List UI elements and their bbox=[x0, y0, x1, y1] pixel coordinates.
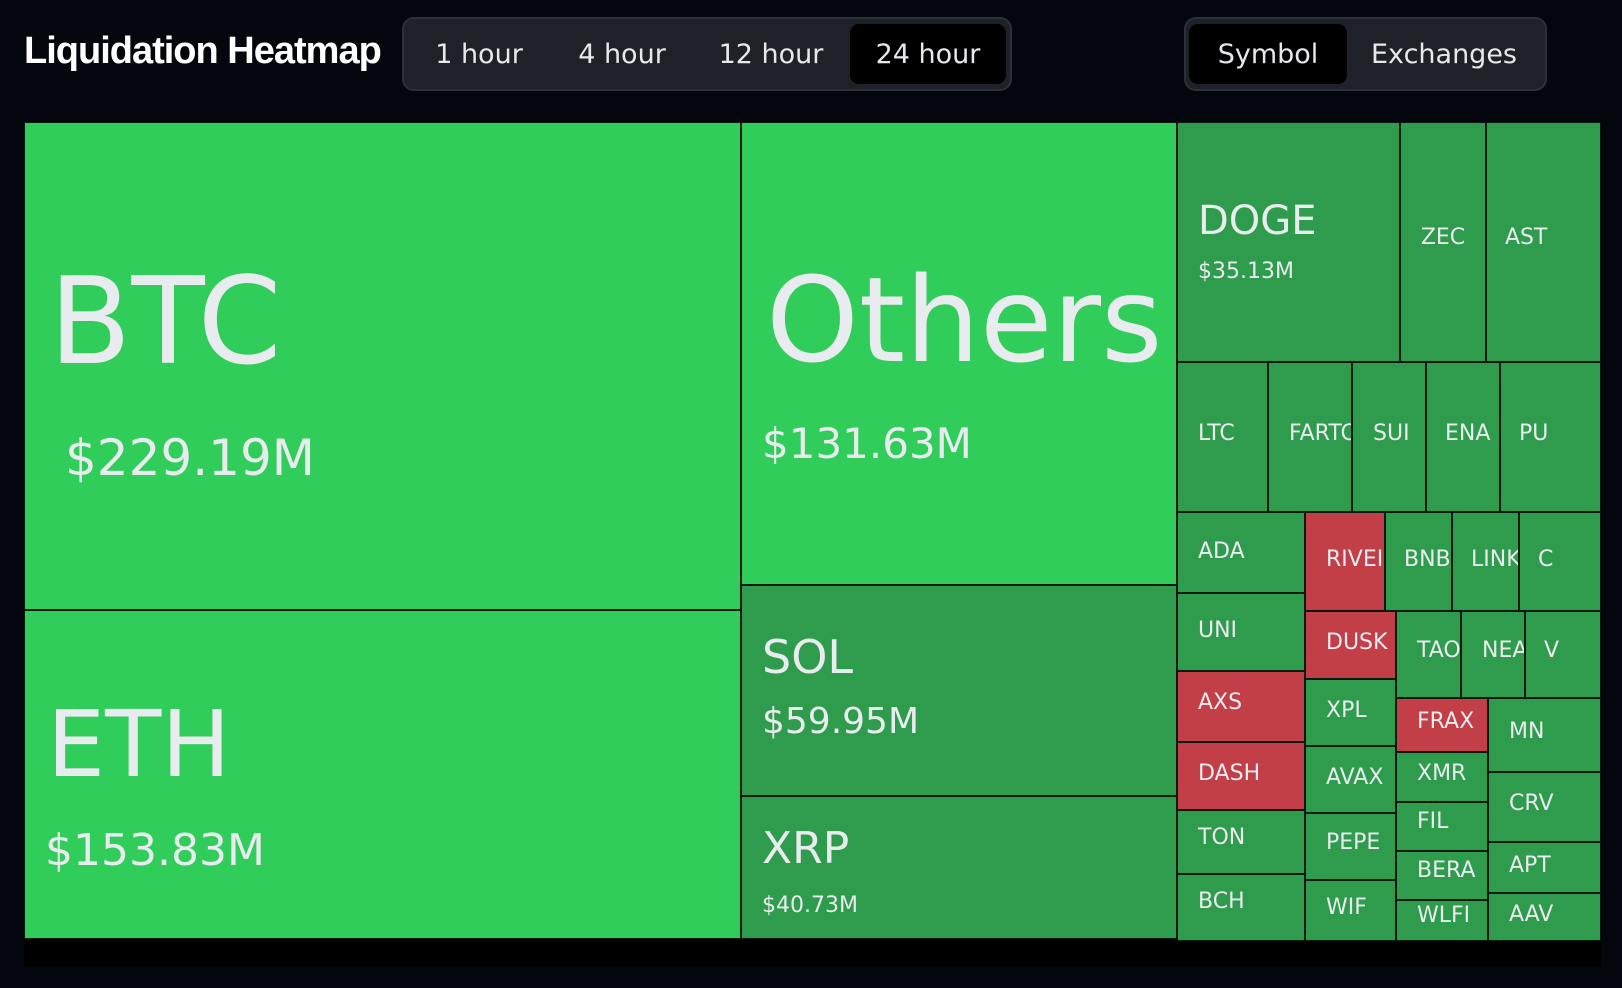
tile-wif[interactable]: WIF bbox=[1305, 880, 1396, 941]
tile-xpl[interactable]: XPL bbox=[1305, 679, 1396, 746]
tile-fartc[interactable]: FARTC bbox=[1268, 362, 1352, 512]
tile-eth[interactable]: ETH $153.83M bbox=[24, 610, 741, 939]
tile-symbol: AXS bbox=[1198, 690, 1243, 715]
tile-mn[interactable]: MN bbox=[1488, 698, 1601, 772]
tile-sol[interactable]: SOL $59.95M bbox=[741, 585, 1177, 796]
tile-bnb[interactable]: BNB bbox=[1385, 512, 1452, 611]
tile-apt[interactable]: APT bbox=[1488, 842, 1601, 893]
tile-symbol: PU bbox=[1519, 421, 1549, 446]
tile-bera[interactable]: BERA bbox=[1396, 851, 1488, 900]
tile-symbol: PEPE bbox=[1326, 830, 1381, 855]
tile-btc[interactable]: BTC $229.19M bbox=[24, 122, 741, 610]
tile-symbol: FIL bbox=[1417, 809, 1449, 834]
tile-symbol: FRAX bbox=[1417, 709, 1475, 734]
tile-symbol: BCH bbox=[1198, 889, 1245, 914]
tile-symbol: SOL bbox=[762, 630, 854, 684]
tile-tao[interactable]: TAO bbox=[1396, 611, 1461, 698]
tile-symbol: DUSK bbox=[1326, 630, 1388, 655]
tile-symbol: LTC bbox=[1198, 421, 1235, 446]
time-option-4h[interactable]: 4 hour bbox=[578, 38, 666, 70]
tile-fil[interactable]: FIL bbox=[1396, 802, 1488, 851]
tile-c[interactable]: C bbox=[1519, 512, 1601, 611]
view-option-symbol[interactable]: Symbol bbox=[1189, 24, 1347, 84]
tile-symbol: TAO bbox=[1417, 638, 1461, 663]
tile-amount: $229.19M bbox=[65, 429, 315, 487]
tile-symbol: XMR bbox=[1417, 761, 1467, 786]
tile-symbol: XRP bbox=[762, 823, 850, 874]
tile-frax[interactable]: FRAX bbox=[1396, 698, 1488, 752]
tile-pu[interactable]: PU bbox=[1500, 362, 1601, 512]
tile-amount: $40.73M bbox=[762, 893, 858, 918]
tile-amount: $59.95M bbox=[762, 701, 920, 742]
tile-bch[interactable]: BCH bbox=[1177, 874, 1305, 941]
tile-xmr[interactable]: XMR bbox=[1396, 752, 1488, 802]
tile-symbol: LINK bbox=[1471, 547, 1519, 572]
tile-amount: $153.83M bbox=[45, 825, 265, 876]
tile-symbol: TON bbox=[1198, 825, 1246, 850]
view-selector: Symbol Exchanges bbox=[1184, 17, 1547, 91]
tile-v[interactable]: V bbox=[1525, 611, 1601, 698]
tile-pepe[interactable]: PEPE bbox=[1305, 813, 1396, 880]
tile-symbol: ADA bbox=[1198, 539, 1245, 564]
tile-symbol: AAV bbox=[1509, 902, 1554, 927]
tile-uni[interactable]: UNI bbox=[1177, 593, 1305, 671]
tile-symbol: UNI bbox=[1198, 618, 1238, 643]
tile-symbol: C bbox=[1538, 547, 1554, 572]
tile-symbol: Others bbox=[766, 251, 1163, 389]
tile-symbol: SUI bbox=[1373, 421, 1410, 446]
tile-symbol: V bbox=[1544, 638, 1560, 663]
tile-dash[interactable]: DASH bbox=[1177, 742, 1305, 810]
time-option-24h[interactable]: 24 hour bbox=[850, 24, 1006, 84]
tile-symbol: FARTC bbox=[1289, 421, 1352, 446]
tile-symbol: AVAX bbox=[1326, 765, 1384, 790]
tile-doge[interactable]: DOGE $35.13M bbox=[1177, 122, 1400, 362]
tile-symbol: ENA bbox=[1445, 421, 1491, 446]
tile-axs[interactable]: AXS bbox=[1177, 671, 1305, 742]
tile-ada[interactable]: ADA bbox=[1177, 512, 1305, 593]
tile-wlfi[interactable]: WLFI bbox=[1396, 900, 1488, 941]
tile-others[interactable]: Others $131.63M bbox=[741, 122, 1177, 585]
tile-symbol: BNB bbox=[1404, 547, 1451, 572]
view-option-exchanges[interactable]: Exchanges bbox=[1371, 38, 1517, 70]
tile-symbol: WLFI bbox=[1417, 903, 1471, 928]
tile-ena[interactable]: ENA bbox=[1426, 362, 1500, 512]
tile-symbol: ETH bbox=[47, 691, 231, 798]
tile-amount: $35.13M bbox=[1198, 259, 1294, 284]
tile-xrp[interactable]: XRP $40.73M bbox=[741, 796, 1177, 939]
tile-symbol: DOGE bbox=[1198, 198, 1317, 244]
tile-nea[interactable]: NEA bbox=[1461, 611, 1525, 698]
tile-crv[interactable]: CRV bbox=[1488, 772, 1601, 842]
tile-symbol: BERA bbox=[1417, 858, 1476, 883]
tile-symbol: NEA bbox=[1482, 638, 1525, 663]
tile-symbol: XPL bbox=[1326, 698, 1367, 723]
tile-symbol: MN bbox=[1509, 719, 1545, 744]
tile-symbol: WIF bbox=[1326, 895, 1367, 920]
tile-zec[interactable]: ZEC bbox=[1400, 122, 1486, 362]
page-title: Liquidation Heatmap bbox=[24, 30, 382, 72]
time-option-1h[interactable]: 1 hour bbox=[435, 38, 523, 70]
tile-aav[interactable]: AAV bbox=[1488, 893, 1601, 941]
tile-ton[interactable]: TON bbox=[1177, 810, 1305, 874]
tile-dusk[interactable]: DUSK bbox=[1305, 611, 1396, 679]
tile-ltc[interactable]: LTC bbox=[1177, 362, 1268, 512]
tile-symbol: APT bbox=[1509, 853, 1551, 878]
tile-avax[interactable]: AVAX bbox=[1305, 746, 1396, 813]
tile-symbol: DASH bbox=[1198, 761, 1261, 786]
tile-ast[interactable]: AST bbox=[1486, 122, 1601, 362]
tile-amount: $131.63M bbox=[762, 419, 972, 468]
tile-symbol: CRV bbox=[1509, 791, 1554, 816]
tile-sui[interactable]: SUI bbox=[1352, 362, 1426, 512]
tile-symbol: RIVEI bbox=[1326, 547, 1384, 572]
tile-symbol: ZEC bbox=[1420, 225, 1466, 250]
time-option-12h[interactable]: 12 hour bbox=[718, 38, 824, 70]
tile-link[interactable]: LINK bbox=[1452, 512, 1519, 611]
time-range-selector: 1 hour 4 hour 12 hour 24 hour bbox=[402, 17, 1012, 91]
tile-symbol: AST bbox=[1505, 225, 1548, 250]
tile-symbol: BTC bbox=[49, 253, 282, 392]
liquidation-treemap: BTC $229.19M Others $131.63M ETH $153.83M SOL $… bbox=[24, 122, 1601, 967]
tile-rivei[interactable]: RIVEI bbox=[1305, 512, 1385, 611]
